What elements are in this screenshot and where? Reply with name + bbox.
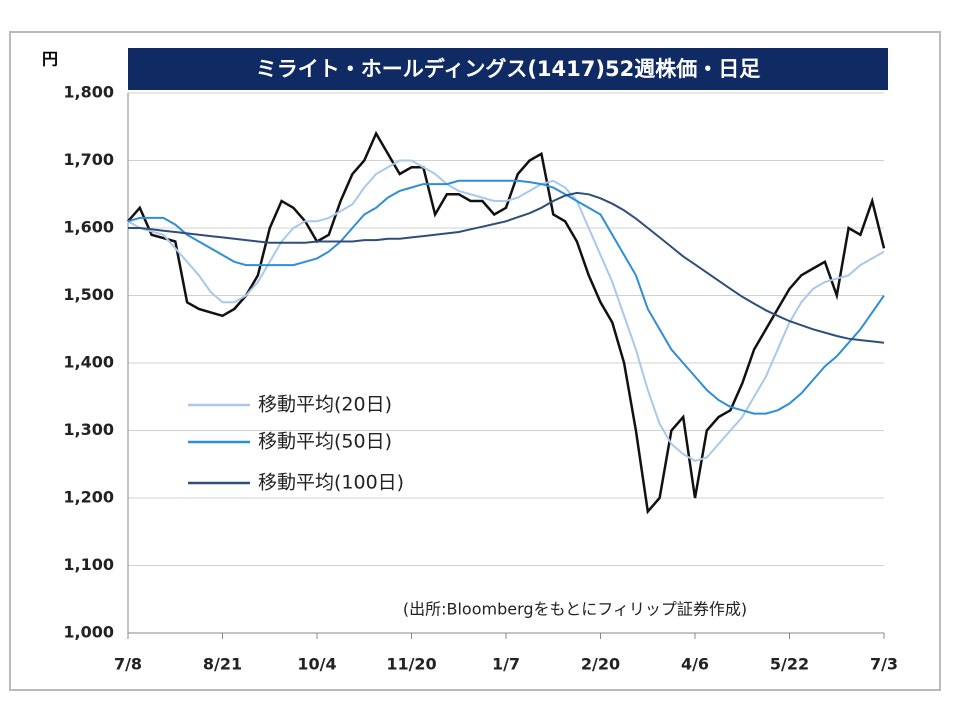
y-tick-label: 1,300 — [63, 420, 114, 439]
chart-title: ミライト・ホールディングス(1417)52週株価・日足 — [256, 57, 760, 81]
legend-label: 移動平均(20日) — [258, 394, 392, 416]
x-tick-label: 8/21 — [203, 655, 242, 674]
ma-line — [128, 191, 885, 344]
y-tick-label: 1,800 — [63, 83, 114, 102]
y-tick-label: 1,500 — [63, 285, 114, 304]
legend-label: 移動平均(100日) — [258, 472, 404, 494]
x-tick-label: 2/20 — [581, 655, 620, 674]
x-tick-label: 10/4 — [297, 655, 336, 674]
legend-label: 移動平均(50日) — [258, 431, 392, 453]
x-tick-label: 5/22 — [770, 655, 809, 674]
y-tick-label: 1,100 — [63, 555, 114, 574]
x-tick-label: 7/8 — [114, 655, 142, 674]
ma-line — [127, 159, 885, 462]
title-bar — [128, 48, 888, 90]
y-tick-label: 1,600 — [63, 218, 114, 237]
source-note: (出所:Bloombergをもとにフィリップ証券作成) — [403, 600, 747, 619]
y-tick-label: 1,700 — [63, 150, 114, 169]
x-tick-label: 4/6 — [681, 655, 709, 674]
frame — [9, 31, 941, 691]
y-tick-label: 1,000 — [63, 623, 114, 642]
y-tick-label: 1,200 — [63, 488, 114, 507]
price-line — [127, 130, 886, 515]
x-tick-label: 1/7 — [492, 655, 520, 674]
y-unit: 円 — [42, 50, 58, 69]
ma-line — [127, 179, 885, 415]
x-tick-label: 7/3 — [870, 655, 898, 674]
x-tick-label: 11/20 — [386, 655, 436, 674]
y-tick-label: 1,400 — [63, 353, 114, 372]
